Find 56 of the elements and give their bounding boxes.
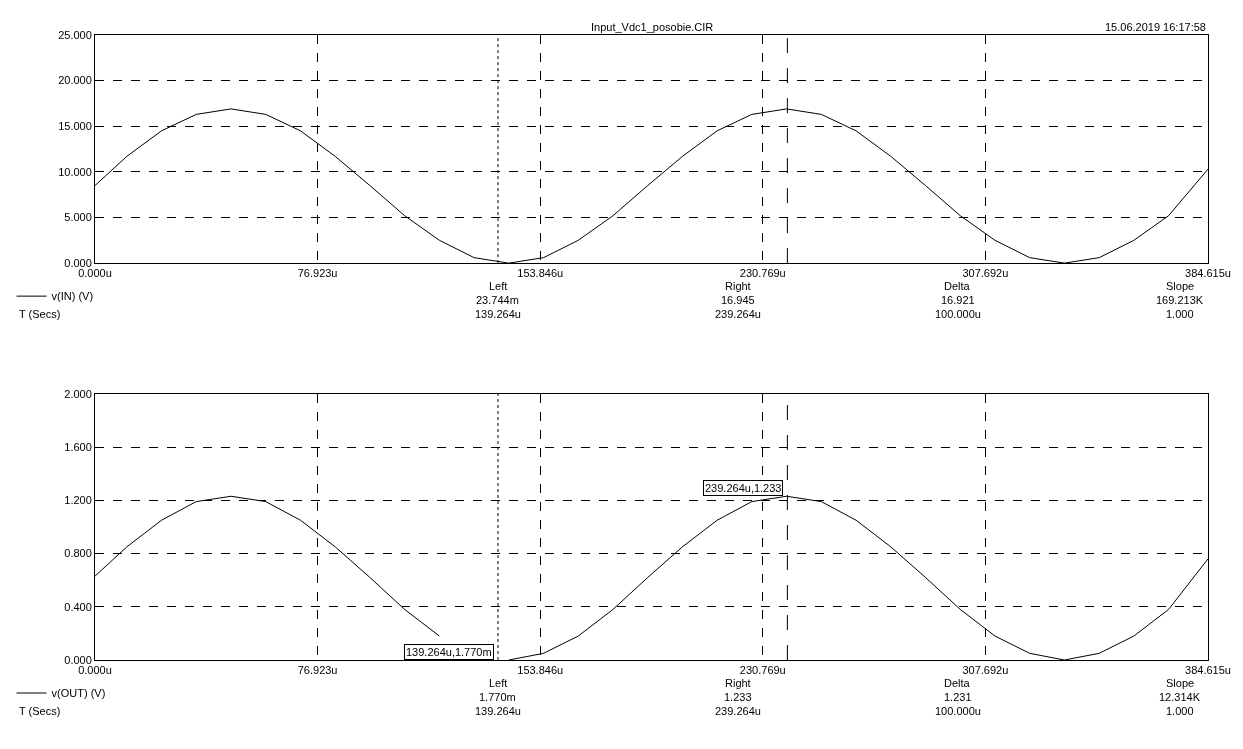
text: Right	[725, 677, 751, 689]
legend-label: v(OUT) (V)	[51, 687, 106, 700]
text: 12.314K	[1159, 691, 1201, 703]
text: 16.945	[721, 294, 755, 306]
y-tick-label: 0.400	[64, 600, 92, 613]
y-tick-label: 25.000	[58, 28, 92, 41]
text: 23.744m	[476, 294, 519, 306]
x-tick-label: 384.615u	[1185, 664, 1231, 677]
text: 169.213K	[1156, 294, 1204, 306]
text: T (Secs)	[19, 705, 61, 717]
y-tick-label: 10.000	[58, 165, 92, 178]
text: 1.231	[944, 691, 972, 703]
text: 16.921	[941, 294, 975, 306]
y-tick-label: 0.000	[64, 256, 92, 269]
y-tick-label: 15.000	[58, 120, 92, 133]
text: Slope	[1166, 280, 1195, 292]
x-tick-label: 230.769u	[739, 267, 786, 280]
y-tick-label: 1.200	[64, 494, 92, 507]
y-tick-label: 0.000	[64, 653, 92, 666]
text: 139.264u	[475, 308, 521, 320]
text: 1.000	[1166, 308, 1194, 320]
text: 139.264u	[475, 705, 521, 717]
x-tick-label: 384.615u	[1185, 267, 1231, 280]
x-tick-label: 307.692u	[962, 267, 1009, 280]
text: 239.264u	[715, 308, 761, 320]
text: 1.770m	[479, 691, 516, 703]
text: 1.233	[724, 691, 752, 703]
text: Right	[725, 280, 751, 292]
x-tick-label: 0.000u	[78, 267, 112, 280]
y-tick-label: 2.000	[64, 387, 92, 400]
text: 1.000	[1166, 705, 1194, 717]
annotation: 239.264u,1.233	[705, 482, 782, 494]
chart-title: Input_Vdc1_posobie.CIR	[591, 21, 714, 33]
text: Delta	[944, 280, 971, 292]
x-tick-label: 76.923u	[297, 664, 338, 677]
x-tick-label: 307.692u	[962, 664, 1009, 677]
text: 239.264u	[715, 705, 761, 717]
text: T (Secs)	[19, 308, 61, 320]
legend-label: v(IN) (V)	[51, 290, 94, 303]
x-tick-label: 0.000u	[78, 664, 112, 677]
text: 100.000u	[935, 308, 981, 320]
x-tick-label: 153.846u	[517, 664, 564, 677]
x-tick-label: 230.769u	[739, 664, 786, 677]
text: Left	[489, 280, 508, 292]
y-tick-label: 0.800	[64, 547, 92, 560]
chart-subtitle: 15.06.2019 16:17:58	[1105, 21, 1206, 33]
x-tick-label: 76.923u	[297, 267, 338, 280]
x-tick-label: 153.846u	[517, 267, 564, 280]
text: Left	[489, 677, 508, 689]
text: Delta	[944, 677, 971, 689]
y-tick-label: 20.000	[58, 74, 92, 87]
y-tick-label: 1.600	[64, 440, 92, 453]
text: 100.000u	[935, 705, 981, 717]
text: Slope	[1166, 677, 1195, 689]
y-tick-label: 5.000	[64, 211, 92, 224]
annotation: 139.264u,1.770m	[406, 646, 492, 658]
